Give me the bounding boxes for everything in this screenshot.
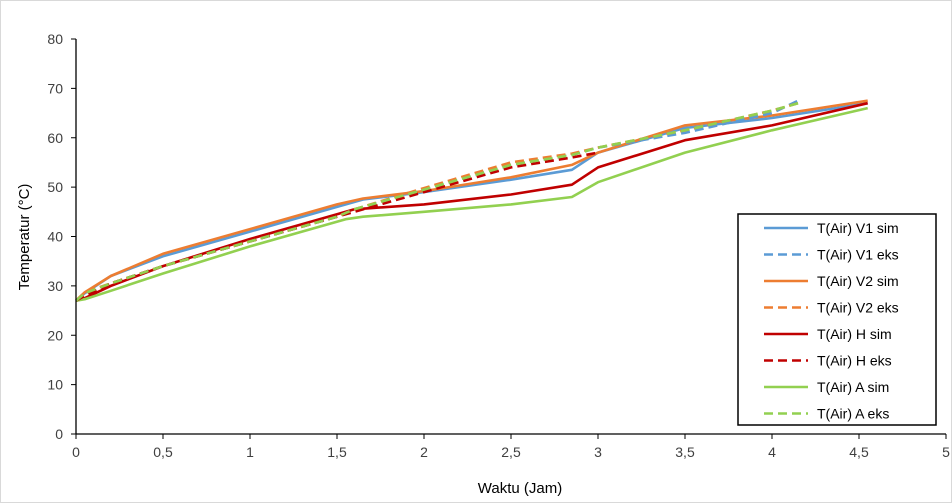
legend-label: T(Air) V2 sim — [817, 273, 899, 289]
legend-label: T(Air) V1 eks — [817, 247, 899, 263]
legend-label: T(Air) V1 sim — [817, 220, 899, 236]
series-layer — [75, 99, 868, 302]
y-tick-label: 30 — [47, 278, 63, 294]
x-tick-label: 4 — [768, 444, 776, 460]
legend-box — [737, 213, 937, 426]
x-tick-label: 2,5 — [501, 444, 521, 460]
series-line — [75, 99, 868, 302]
x-tick-label: 0 — [72, 444, 80, 460]
x-tick-label: 2 — [420, 444, 428, 460]
y-tick-label: 50 — [47, 179, 63, 195]
y-tick-label: 0 — [55, 426, 63, 442]
x-tick-label: 3 — [594, 444, 602, 460]
x-tick-label: 1,5 — [327, 444, 347, 460]
series-line — [75, 106, 868, 302]
y-tick-label: 70 — [47, 80, 63, 96]
y-tick-label: 20 — [47, 327, 63, 343]
series-line — [75, 99, 799, 302]
y-tick-label: 80 — [47, 31, 63, 47]
y-tick-label: 40 — [47, 229, 63, 245]
series-line — [75, 101, 868, 302]
x-tick-label: 0,5 — [153, 444, 173, 460]
x-tick-label: 4,5 — [849, 444, 869, 460]
legend-label: T(Air) A eks — [817, 406, 889, 422]
legend-label: T(Air) H sim — [817, 326, 892, 342]
y-tick-label: 60 — [47, 130, 63, 146]
legend-label: T(Air) A sim — [817, 379, 889, 395]
x-tick-label: 1 — [246, 444, 254, 460]
legend-label: T(Air) H eks — [817, 353, 892, 369]
x-axis-title: Waktu (Jam) — [478, 480, 562, 497]
x-tick-label: 5 — [942, 444, 950, 460]
y-axis-title: Temperatur (°C) — [16, 184, 33, 291]
legend-label: T(Air) V2 eks — [817, 300, 899, 316]
y-tick-label: 10 — [47, 377, 63, 393]
x-tick-label: 3,5 — [675, 444, 695, 460]
series-line — [75, 101, 799, 302]
legend: T(Air) V1 sim T(Air) V1 eks T(Air) V2 sim T… — [737, 213, 937, 426]
axis-layer — [71, 38, 947, 439]
